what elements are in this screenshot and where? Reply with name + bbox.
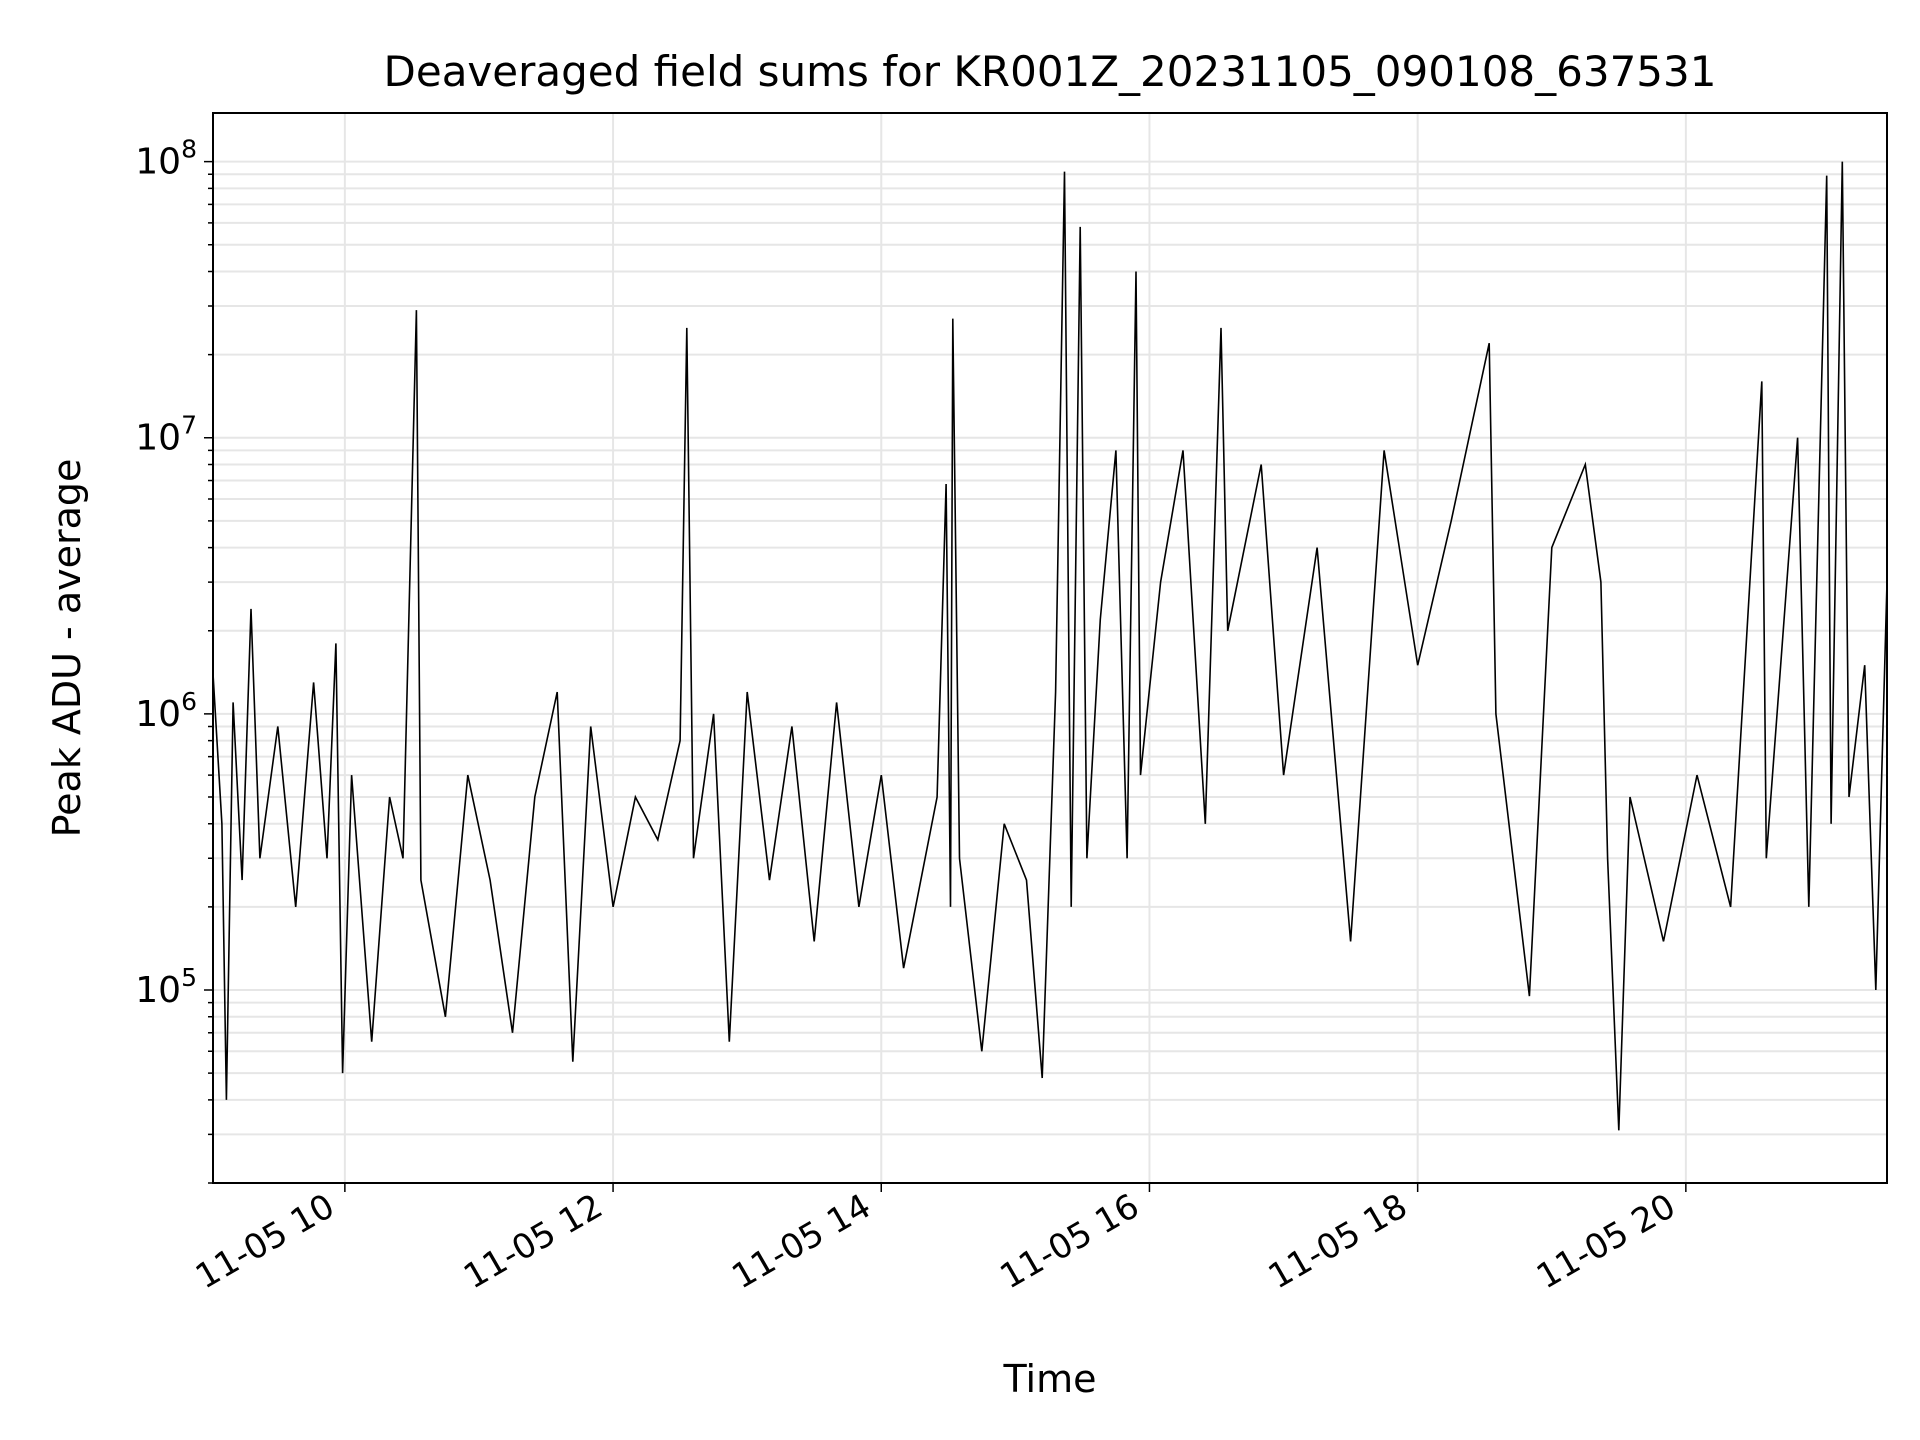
y-tick-label: 105 bbox=[135, 963, 197, 1011]
chart-title: Deaveraged field sums for KR001Z_2023110… bbox=[384, 47, 1717, 96]
y-axis-label: Peak ADU - average bbox=[45, 459, 89, 838]
y-tick-label: 108 bbox=[135, 135, 197, 183]
plot-frame bbox=[212, 112, 1888, 1184]
series-group bbox=[212, 161, 1888, 1131]
series-line bbox=[212, 161, 1888, 1131]
y-tick-label: 106 bbox=[135, 687, 197, 735]
y-tick-label: 107 bbox=[135, 411, 197, 459]
x-axis-label: Time bbox=[1003, 1357, 1097, 1401]
